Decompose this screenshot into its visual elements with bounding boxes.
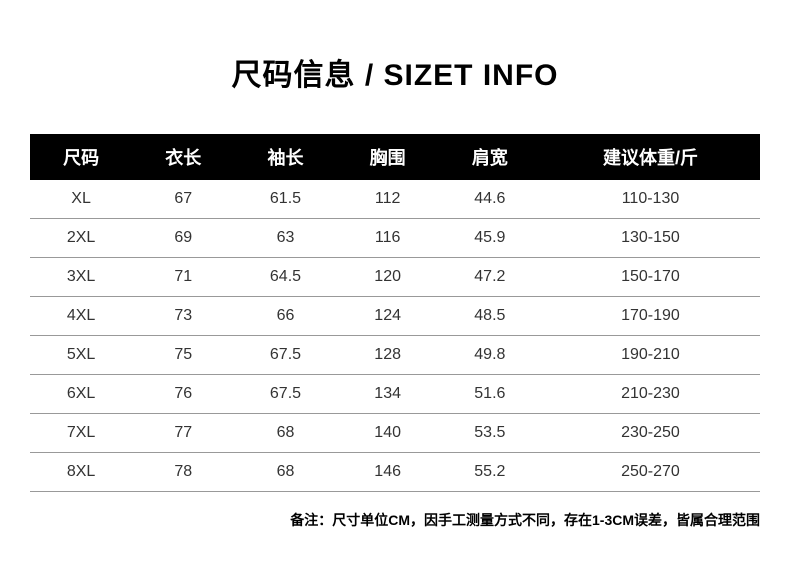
- cell-chest: 140: [337, 414, 439, 453]
- cell-weight: 130-150: [541, 219, 760, 258]
- cell-chest: 120: [337, 258, 439, 297]
- cell-size: 3XL: [30, 258, 132, 297]
- cell-weight: 250-270: [541, 453, 760, 492]
- cell-shoulder: 47.2: [439, 258, 541, 297]
- cell-weight: 110-130: [541, 180, 760, 219]
- col-header-shoulder: 肩宽: [439, 134, 541, 180]
- cell-length: 69: [132, 219, 234, 258]
- col-header-sleeve: 袖长: [234, 134, 336, 180]
- table-row: 2XL 69 63 116 45.9 130-150: [30, 219, 760, 258]
- cell-length: 75: [132, 336, 234, 375]
- cell-size: 5XL: [30, 336, 132, 375]
- cell-sleeve: 64.5: [234, 258, 336, 297]
- cell-chest: 146: [337, 453, 439, 492]
- col-header-size: 尺码: [30, 134, 132, 180]
- cell-length: 73: [132, 297, 234, 336]
- table-row: 5XL 75 67.5 128 49.8 190-210: [30, 336, 760, 375]
- cell-chest: 116: [337, 219, 439, 258]
- table-row: XL 67 61.5 112 44.6 110-130: [30, 180, 760, 219]
- col-header-length: 衣长: [132, 134, 234, 180]
- cell-length: 67: [132, 180, 234, 219]
- footnote: 备注：尺寸单位CM，因手工测量方式不同，存在1-3CM误差，皆属合理范围: [0, 492, 790, 530]
- cell-weight: 230-250: [541, 414, 760, 453]
- cell-shoulder: 55.2: [439, 453, 541, 492]
- cell-sleeve: 67.5: [234, 375, 336, 414]
- size-table: 尺码 衣长 袖长 胸围 肩宽 建议体重/斤 XL 67 61.5 112 44.…: [30, 134, 760, 492]
- table-row: 8XL 78 68 146 55.2 250-270: [30, 453, 760, 492]
- cell-shoulder: 45.9: [439, 219, 541, 258]
- cell-sleeve: 66: [234, 297, 336, 336]
- cell-size: 8XL: [30, 453, 132, 492]
- cell-shoulder: 44.6: [439, 180, 541, 219]
- table-row: 3XL 71 64.5 120 47.2 150-170: [30, 258, 760, 297]
- cell-size: XL: [30, 180, 132, 219]
- table-body: XL 67 61.5 112 44.6 110-130 2XL 69 63 11…: [30, 180, 760, 492]
- table-row: 4XL 73 66 124 48.5 170-190: [30, 297, 760, 336]
- cell-sleeve: 68: [234, 453, 336, 492]
- cell-sleeve: 61.5: [234, 180, 336, 219]
- cell-sleeve: 63: [234, 219, 336, 258]
- cell-shoulder: 48.5: [439, 297, 541, 336]
- cell-weight: 210-230: [541, 375, 760, 414]
- cell-size: 2XL: [30, 219, 132, 258]
- cell-chest: 128: [337, 336, 439, 375]
- cell-shoulder: 49.8: [439, 336, 541, 375]
- cell-chest: 134: [337, 375, 439, 414]
- cell-shoulder: 53.5: [439, 414, 541, 453]
- page-title: 尺码信息 / SIZET INFO: [0, 0, 790, 134]
- cell-sleeve: 68: [234, 414, 336, 453]
- cell-weight: 150-170: [541, 258, 760, 297]
- cell-size: 4XL: [30, 297, 132, 336]
- col-header-weight: 建议体重/斤: [541, 134, 760, 180]
- cell-length: 71: [132, 258, 234, 297]
- size-info-panel: 尺码信息 / SIZET INFO 尺码 衣长 袖长 胸围 肩宽 建议体重/斤 …: [0, 0, 790, 562]
- table-header-row: 尺码 衣长 袖长 胸围 肩宽 建议体重/斤: [30, 134, 760, 180]
- cell-size: 6XL: [30, 375, 132, 414]
- cell-weight: 170-190: [541, 297, 760, 336]
- table-row: 7XL 77 68 140 53.5 230-250: [30, 414, 760, 453]
- cell-chest: 112: [337, 180, 439, 219]
- table-row: 6XL 76 67.5 134 51.6 210-230: [30, 375, 760, 414]
- cell-shoulder: 51.6: [439, 375, 541, 414]
- cell-sleeve: 67.5: [234, 336, 336, 375]
- cell-length: 76: [132, 375, 234, 414]
- cell-size: 7XL: [30, 414, 132, 453]
- cell-weight: 190-210: [541, 336, 760, 375]
- col-header-chest: 胸围: [337, 134, 439, 180]
- cell-length: 77: [132, 414, 234, 453]
- cell-chest: 124: [337, 297, 439, 336]
- cell-length: 78: [132, 453, 234, 492]
